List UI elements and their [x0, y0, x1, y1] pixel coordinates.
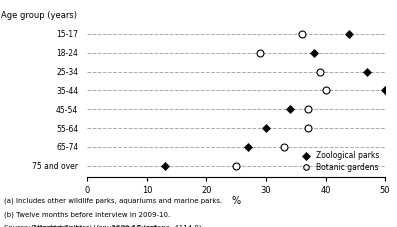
- Text: (b) Twelve months before interview in 2009-10.: (b) Twelve months before interview in 20…: [4, 211, 170, 218]
- Legend: Zoological parks, Botanic gardens: Zoological parks, Botanic gardens: [297, 150, 381, 173]
- X-axis label: %: %: [232, 197, 241, 207]
- Text: Source: Attendance at: Source: Attendance at: [4, 225, 84, 227]
- Text: Age group (years): Age group (years): [1, 11, 77, 20]
- Text: , 2009-10 (cat. no. 4114.0).: , 2009-10 (cat. no. 4114.0).: [107, 225, 204, 227]
- Text: Selected Cultural Venues and Events: Selected Cultural Venues and Events: [31, 225, 160, 227]
- Text: (a) Includes other wildlife parks, aquariums and marine parks.: (a) Includes other wildlife parks, aquar…: [4, 197, 222, 204]
